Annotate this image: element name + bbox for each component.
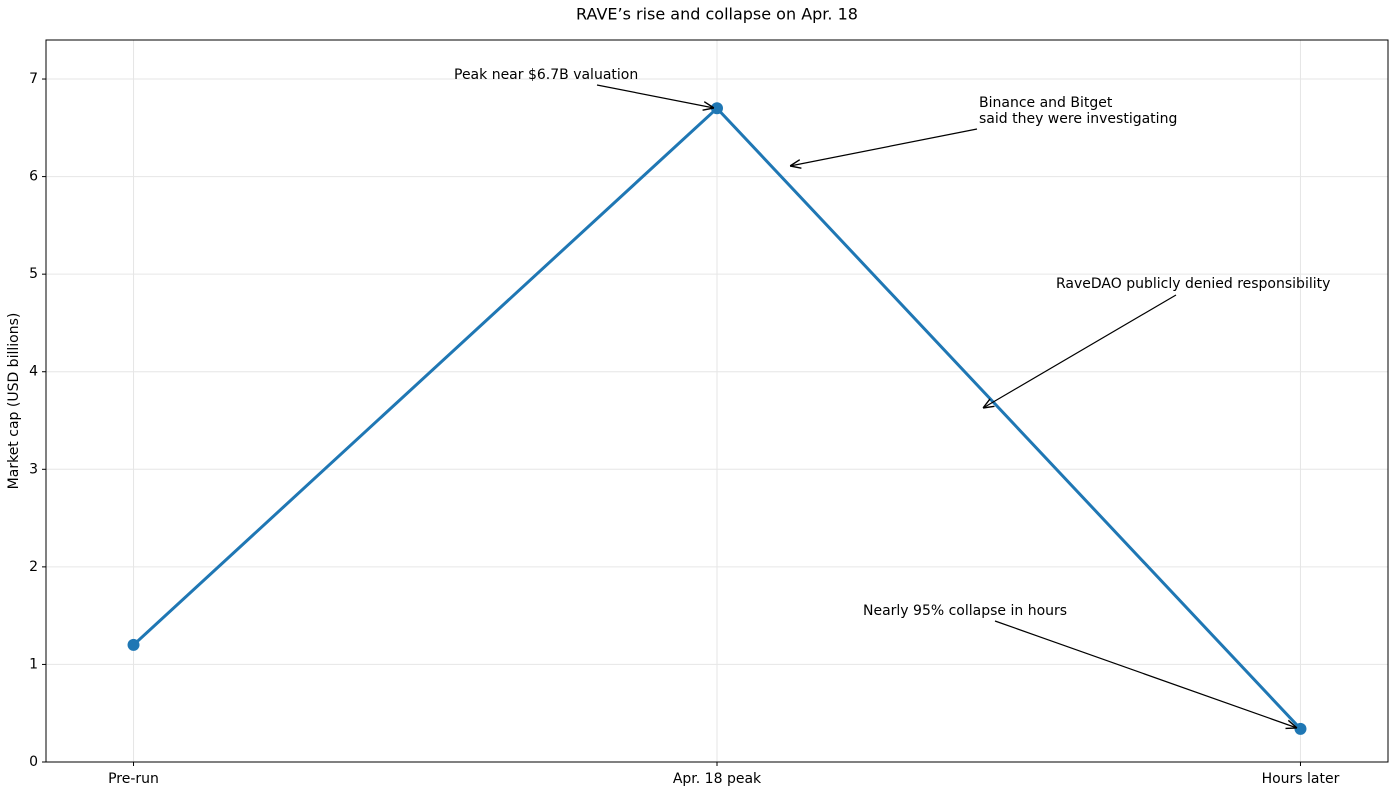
plot-frame: [45, 39, 1389, 763]
annotation: Peak near $6.7B valuation: [454, 67, 638, 83]
point: [1294, 722, 1307, 735]
y-tick-label: 6: [29, 169, 38, 185]
y-tick-label: 3: [29, 461, 38, 477]
y-tick-label: 5: [29, 266, 38, 282]
x-tick-label: Apr. 18 peak: [673, 771, 762, 787]
annotation: said they were investigating: [979, 111, 1177, 127]
annotation-arrow: [790, 128, 978, 166]
annotation: Nearly 95% collapse in hours: [863, 603, 1067, 619]
y-tick-label: 2: [29, 559, 38, 575]
y-tick-label: 4: [29, 364, 38, 380]
annotation-arrow: [983, 294, 1177, 408]
x-tick-label: Hours later: [1262, 771, 1340, 787]
annotation: RaveDAO publicly denied responsibility: [1056, 276, 1330, 292]
chart-title: RAVE’s rise and collapse on Apr. 18: [576, 5, 858, 24]
annotation-arrow: [596, 84, 714, 108]
x-tick-label: Pre-run: [108, 771, 159, 787]
y-tick-label: 1: [29, 656, 38, 672]
point: [127, 638, 140, 651]
y-axis-label: Market cap (USD billions): [6, 313, 22, 490]
annotation: Binance and Bitget: [979, 95, 1113, 111]
annotation-arrow: [994, 620, 1297, 728]
y-tick-label: 0: [29, 754, 38, 770]
y-tick-label: 7: [29, 71, 38, 87]
